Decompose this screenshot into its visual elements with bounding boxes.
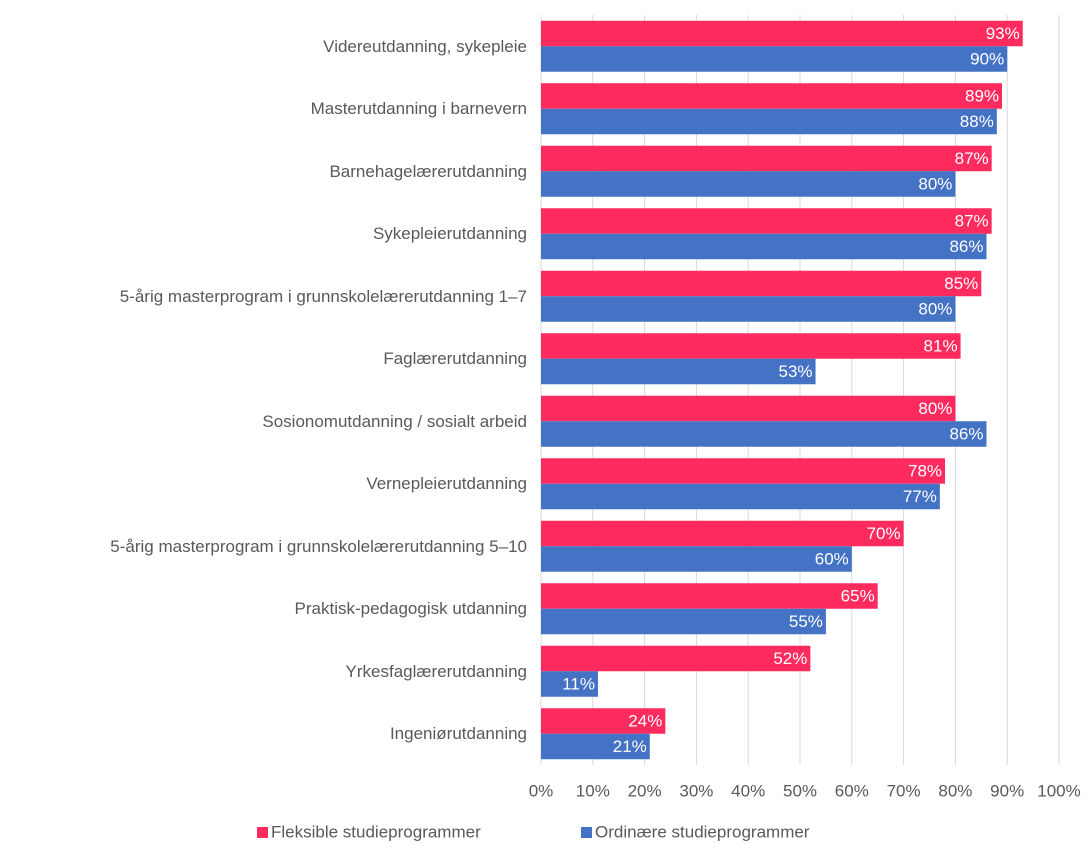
bar <box>541 520 904 547</box>
x-tick-label: 20% <box>628 781 662 800</box>
value-label: 81% <box>924 336 958 355</box>
bar <box>541 20 1023 47</box>
bar <box>541 546 852 572</box>
value-label: 24% <box>628 711 662 730</box>
category-label: Sykepleierutdanning <box>0 204 527 264</box>
category-text: 5-årig masterprogram i grunnskolelærerut… <box>119 286 527 306</box>
category-text: Videreutdanning, sykepleie <box>323 36 527 56</box>
value-label: 86% <box>949 424 983 443</box>
bar <box>541 46 1008 72</box>
category-text: Vernepleierutdanning <box>366 474 527 494</box>
value-label: 21% <box>613 737 647 756</box>
bar <box>541 458 946 484</box>
category-label: 5-årig masterprogram i grunnskolelærerut… <box>0 266 527 326</box>
value-label: 60% <box>815 549 849 568</box>
category-label: Sosionomutdanning / sosialt arbeid <box>0 391 527 451</box>
category-text: 5-årig masterprogram i grunnskolelærerut… <box>110 536 527 556</box>
legend-swatch <box>581 827 592 838</box>
bar <box>541 296 956 322</box>
bar <box>541 108 997 135</box>
x-tick-label: 90% <box>990 781 1024 800</box>
bar <box>541 608 826 635</box>
bar <box>541 483 940 510</box>
value-label: 53% <box>779 362 813 381</box>
bar <box>541 83 1003 109</box>
bar <box>541 421 987 447</box>
category-label: Praktisk-pedagogisk utdanning <box>0 579 527 639</box>
value-label: 86% <box>949 237 983 256</box>
category-text: Sykepleierutdanning <box>372 224 527 244</box>
category-label: Videreutdanning, sykepleie <box>0 16 527 76</box>
bar <box>541 270 982 297</box>
value-label: 77% <box>903 487 937 506</box>
value-label: 90% <box>970 49 1004 68</box>
bar <box>541 645 811 672</box>
value-label: 70% <box>867 524 901 543</box>
value-label: 65% <box>841 586 875 605</box>
x-tick-label: 60% <box>835 781 869 800</box>
value-label: 52% <box>773 649 807 668</box>
x-tick-label: 0% <box>529 781 554 800</box>
category-text: Barnehagelærerutdanning <box>329 161 527 181</box>
bar <box>541 208 992 234</box>
value-label: 80% <box>918 174 952 193</box>
bar <box>541 671 598 697</box>
bar <box>541 395 956 422</box>
category-text: Masterutdanning i barnevern <box>310 99 527 119</box>
bar <box>541 708 666 734</box>
category-text: Faglærerutdanning <box>383 349 527 369</box>
category-text: Yrkesfaglærerutdanning <box>345 661 527 681</box>
value-label: 78% <box>908 461 942 480</box>
x-tick-label: 70% <box>887 781 921 800</box>
category-label: Barnehagelærerutdanning <box>0 141 527 201</box>
x-tick-label: 50% <box>783 781 817 800</box>
x-tick-label: 80% <box>938 781 972 800</box>
value-label: 85% <box>944 274 978 293</box>
bar <box>541 583 878 609</box>
category-text: Sosionomutdanning / sosialt arbeid <box>262 411 527 431</box>
legend-label: Ordinære studieprogrammer <box>595 822 810 841</box>
value-label: 88% <box>960 112 994 131</box>
x-tick-label: 10% <box>576 781 610 800</box>
value-label: 87% <box>955 211 989 230</box>
value-label: 80% <box>918 399 952 418</box>
x-tick-label: 100% <box>1037 781 1080 800</box>
value-label: 93% <box>986 24 1020 43</box>
value-label: 89% <box>965 86 999 105</box>
category-label: Vernepleierutdanning <box>0 454 527 514</box>
category-label: 5-årig masterprogram i grunnskolelærerut… <box>0 516 527 576</box>
bar <box>541 171 956 197</box>
bar <box>541 233 987 260</box>
category-label: Masterutdanning i barnevern <box>0 79 527 139</box>
legend-label: Fleksible studieprogrammer <box>271 822 481 841</box>
x-tick-label: 40% <box>731 781 765 800</box>
bar <box>541 358 816 385</box>
bar <box>541 333 961 359</box>
value-label: 55% <box>789 612 823 631</box>
legend-swatch <box>257 827 268 838</box>
category-label: Faglærerutdanning <box>0 329 527 389</box>
value-label: 11% <box>562 674 595 693</box>
x-tick-label: 30% <box>679 781 713 800</box>
value-label: 87% <box>955 149 989 168</box>
category-label: Yrkesfaglærerutdanning <box>0 641 527 701</box>
bar <box>541 145 992 172</box>
category-text: Praktisk-pedagogisk utdanning <box>294 599 527 619</box>
category-text: Ingeniørutdanning <box>389 724 527 744</box>
category-label: Ingeniørutdanning <box>0 704 527 764</box>
value-label: 80% <box>918 299 952 318</box>
bar <box>541 733 650 760</box>
